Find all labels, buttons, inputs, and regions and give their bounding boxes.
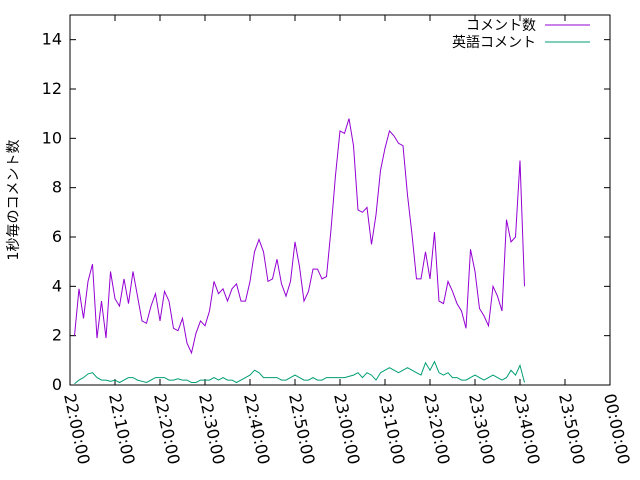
series-line-1 [74,118,525,355]
y-axis-title: 1秒毎のコメント数 [6,140,22,261]
legend-label: コメント数 [466,18,536,34]
y-tick-label: 14 [42,30,62,49]
x-tick-label: 23:40:00 [510,392,544,466]
x-tick-label: 23:00:00 [330,392,364,466]
x-tick-label: 22:50:00 [285,392,319,466]
x-tick-label: 23:50:00 [555,392,589,466]
legend-label: 英語コメント [452,34,536,51]
x-tick-label: 22:40:00 [240,392,274,466]
plot-frame [69,14,611,386]
x-tick-label: 23:30:00 [465,392,499,466]
series-line-2 [74,360,525,385]
x-tick-label: 22:20:00 [150,392,184,466]
x-tick-label: 00:00:00 [600,392,634,466]
y-tick-label: 2 [52,326,62,345]
y-tick-label: 12 [42,79,62,98]
y-axis-ticks: 0 2 4 6 8 10 12 14 [42,30,610,394]
y-tick-label: 4 [52,276,62,295]
y-tick-label: 6 [52,227,62,246]
x-tick-label: 22:30:00 [195,392,229,466]
x-tick-label: 22:10:00 [105,392,139,466]
x-tick-label: 23:20:00 [420,392,454,466]
y-tick-label: 8 [52,178,62,197]
y-tick-label: 10 [42,128,62,147]
x-axis-ticks: 22:00:00 22:10:00 22:20:00 22:30:00 22:40:00… [60,15,634,466]
x-tick-label: 22:00:00 [60,392,94,466]
y-tick-label: 0 [52,375,62,394]
x-tick-label: 23:10:00 [375,392,409,466]
series-layer [74,118,525,385]
